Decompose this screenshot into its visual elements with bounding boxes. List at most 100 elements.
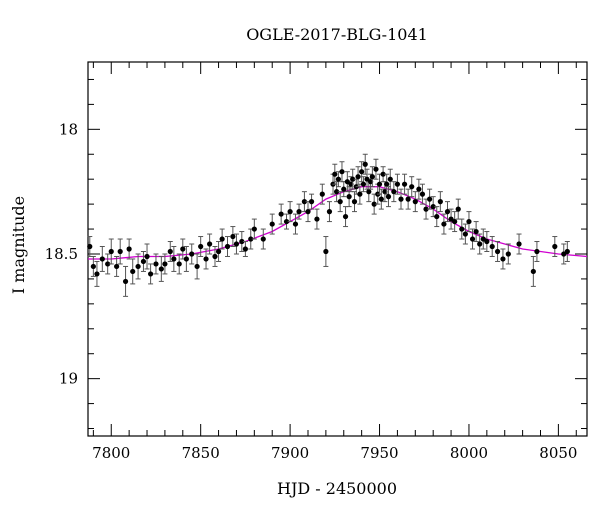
data-point bbox=[552, 243, 558, 250]
data-point bbox=[319, 191, 325, 197]
y-tick-label: 18 bbox=[59, 120, 78, 138]
data-point bbox=[444, 209, 451, 215]
y-axis-label: I magnitude bbox=[9, 196, 28, 294]
data-point bbox=[335, 176, 341, 182]
data-point bbox=[441, 221, 447, 227]
data-point bbox=[534, 248, 540, 255]
data-point bbox=[357, 191, 363, 197]
data-point bbox=[394, 181, 401, 187]
data-point bbox=[126, 246, 132, 252]
data-point bbox=[147, 271, 154, 277]
data-point bbox=[144, 253, 150, 260]
data-point bbox=[351, 199, 358, 205]
x-axis-label: HJD - 2450000 bbox=[277, 479, 397, 498]
data-point bbox=[224, 243, 231, 250]
data-point bbox=[459, 226, 465, 232]
data-point bbox=[99, 256, 105, 262]
x-tick-label: 7850 bbox=[182, 444, 220, 462]
data-point bbox=[530, 268, 536, 275]
data-point bbox=[117, 248, 123, 255]
data-point bbox=[355, 174, 361, 180]
data-point bbox=[287, 209, 293, 215]
data-point bbox=[87, 243, 93, 250]
data-point bbox=[189, 251, 195, 257]
data-point bbox=[369, 174, 375, 180]
data-point bbox=[380, 171, 386, 177]
data-point bbox=[462, 231, 468, 237]
data-point bbox=[219, 236, 225, 242]
data-point bbox=[323, 248, 329, 255]
data-point bbox=[332, 171, 338, 177]
data-point bbox=[350, 176, 356, 182]
data-point bbox=[346, 194, 352, 200]
data-point bbox=[314, 216, 320, 222]
data-point bbox=[484, 238, 490, 245]
data-point bbox=[251, 226, 257, 232]
data-point bbox=[242, 246, 248, 252]
data-point bbox=[269, 221, 275, 227]
data-point bbox=[341, 186, 347, 192]
data-point bbox=[494, 248, 501, 255]
data-point bbox=[183, 256, 189, 262]
data-point bbox=[94, 271, 100, 277]
data-point bbox=[292, 221, 299, 227]
data-point bbox=[373, 166, 379, 172]
data-point bbox=[108, 248, 114, 255]
x-tick-label: 7800 bbox=[92, 444, 130, 462]
data-point bbox=[473, 228, 479, 235]
data-point bbox=[434, 213, 440, 220]
data-point bbox=[342, 213, 349, 220]
data-point bbox=[405, 196, 411, 202]
data-point bbox=[384, 181, 390, 187]
data-point bbox=[378, 196, 384, 202]
data-point bbox=[301, 199, 308, 205]
data-point bbox=[239, 238, 245, 245]
data-point bbox=[339, 169, 345, 175]
plot-frame bbox=[87, 61, 588, 437]
data-point bbox=[105, 261, 111, 267]
data-point bbox=[337, 199, 343, 205]
data-point bbox=[308, 199, 315, 205]
data-point bbox=[469, 236, 476, 242]
data-point bbox=[455, 206, 461, 212]
data-point bbox=[162, 261, 168, 267]
data-point bbox=[180, 246, 186, 252]
data-point bbox=[516, 241, 522, 247]
data-point bbox=[230, 233, 236, 240]
data-point bbox=[500, 256, 506, 262]
data-point bbox=[130, 268, 136, 275]
data-point bbox=[360, 181, 367, 187]
data-point bbox=[359, 169, 365, 175]
data-point bbox=[398, 196, 404, 202]
plot-area: 7800 7850 7900 7950 8000 8050 18 18.5 19 bbox=[45, 61, 588, 462]
data-point bbox=[212, 253, 218, 260]
data-point bbox=[135, 263, 141, 270]
data-point bbox=[203, 256, 209, 262]
data-point bbox=[452, 218, 458, 225]
data-point bbox=[466, 218, 472, 225]
data-point bbox=[423, 206, 429, 212]
data-point bbox=[122, 278, 129, 285]
data-point bbox=[278, 211, 284, 217]
data-point bbox=[366, 189, 372, 195]
data-point bbox=[371, 201, 377, 207]
y-tick-label: 19 bbox=[59, 370, 78, 388]
data-point bbox=[296, 209, 302, 215]
data-point bbox=[412, 199, 418, 205]
data-point bbox=[194, 263, 200, 270]
data-point bbox=[416, 186, 422, 192]
x-tick-label: 7900 bbox=[271, 444, 309, 462]
data-point bbox=[387, 176, 393, 182]
data-point bbox=[167, 248, 173, 255]
data-point bbox=[260, 236, 266, 242]
data-point bbox=[477, 241, 483, 247]
data-point bbox=[409, 184, 415, 190]
data-point bbox=[283, 218, 290, 225]
data-point bbox=[564, 248, 570, 255]
data-point bbox=[153, 261, 159, 267]
data-point bbox=[419, 191, 426, 197]
data-point bbox=[207, 241, 213, 247]
data-point bbox=[114, 263, 120, 270]
data-point bbox=[505, 251, 511, 257]
